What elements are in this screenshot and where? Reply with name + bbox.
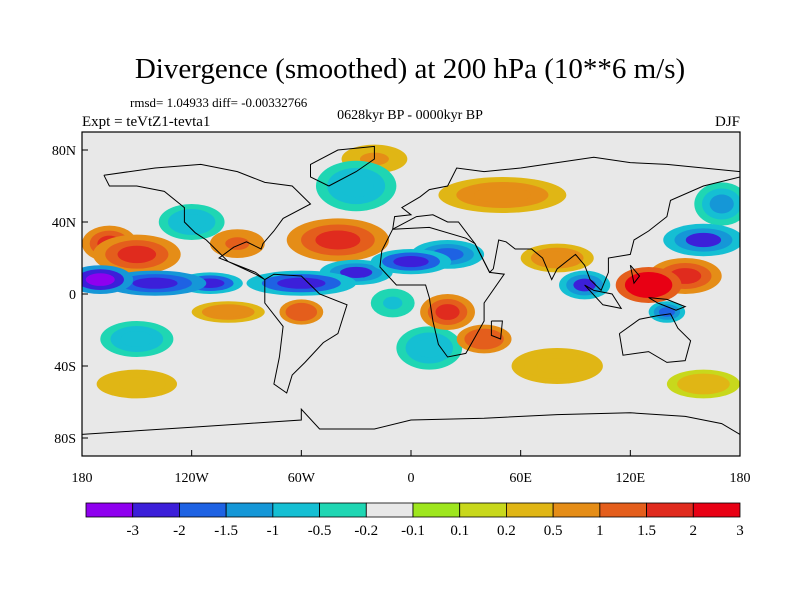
- coastline: [392, 156, 740, 292]
- field-blob: [472, 332, 497, 346]
- field-blob: [435, 304, 460, 320]
- field-blob: [177, 214, 207, 230]
- colorbar-swatch: [412, 502, 461, 518]
- field-blob: [212, 307, 245, 317]
- x-tick-label: 60E: [509, 471, 532, 486]
- colorbar-swatch: [179, 502, 227, 518]
- colorbar-swatch: [319, 502, 367, 518]
- field-blob: [85, 273, 115, 286]
- y-tick-label: 80S: [54, 432, 76, 447]
- field-blob: [340, 266, 373, 278]
- field-blob: [277, 277, 326, 289]
- x-axis: 180 120W 60W 0 60E 120E 180: [72, 450, 751, 486]
- colorbar-swatch: [132, 502, 180, 518]
- colorbar-label: 0.2: [497, 523, 516, 539]
- period-label: 0628kyr BP - 0000kyr BP: [337, 108, 483, 123]
- y-tick-label: 80N: [52, 144, 76, 159]
- colorbar-label: 0.1: [450, 523, 469, 539]
- colorbar-label: 0.5: [544, 523, 563, 539]
- colorbar-swatch: [365, 502, 414, 518]
- x-tick-label: 120E: [616, 471, 646, 486]
- field-blob: [315, 230, 361, 250]
- colorbar-label: 2: [690, 523, 698, 539]
- y-tick-label: 40S: [54, 360, 76, 375]
- colorbar-swatch: [646, 502, 694, 518]
- field-blob: [634, 277, 664, 293]
- coastline: [584, 284, 623, 310]
- field-blob: [537, 358, 578, 374]
- colorbar-label: -0.5: [308, 523, 332, 539]
- stats-label: rmsd= 1.04933 diff= -0.00332766: [130, 95, 308, 110]
- divergence-field: [82, 132, 740, 456]
- field-blob: [132, 277, 178, 289]
- field-blob: [393, 256, 429, 268]
- field-blob: [709, 194, 734, 214]
- colorbar-label: 3: [736, 523, 744, 539]
- coastline: [618, 313, 692, 363]
- x-tick-label: 60W: [288, 471, 316, 486]
- colorbar-label: -1.5: [214, 523, 238, 539]
- colorbar-swatch: [552, 502, 601, 518]
- field-blob: [685, 232, 722, 248]
- colorbar-label: -0.1: [401, 523, 425, 539]
- coastline-overlay: [82, 145, 740, 435]
- field-blob: [687, 377, 720, 391]
- coastline: [629, 264, 641, 285]
- y-axis: 80N 40N 0 40S 80S: [52, 144, 88, 447]
- coastline: [648, 297, 687, 311]
- y-tick-label: 40N: [52, 216, 76, 231]
- field-blob: [414, 338, 444, 358]
- colorbar-label: -0.2: [354, 523, 378, 539]
- x-tick-label: 180: [730, 471, 751, 486]
- coastline: [310, 145, 375, 187]
- field-blob: [338, 174, 374, 198]
- colorbar-label: 1.5: [637, 523, 656, 539]
- y-tick-label: 0: [69, 288, 76, 303]
- field-blob: [541, 251, 574, 265]
- colorbar-swatch: [692, 502, 741, 518]
- x-tick-label: 120W: [175, 471, 210, 486]
- colorbar-swatch: [506, 502, 554, 518]
- coastline: [103, 163, 312, 281]
- colorbar-label: -1: [267, 523, 280, 539]
- colorbar-label: 1: [596, 523, 604, 539]
- coastline: [264, 273, 348, 394]
- colorbar-swatch: [225, 502, 274, 518]
- field-blob: [474, 187, 531, 203]
- field-blob: [117, 245, 157, 264]
- colorbar-label: -2: [173, 523, 186, 539]
- field-blob: [119, 377, 155, 391]
- field-blob: [120, 331, 153, 347]
- experiment-label: Expt = teVtZ1-tevta1: [82, 114, 210, 130]
- chart-title: Divergence (smoothed) at 200 hPa (10**6 …: [135, 53, 685, 85]
- colorbar-label: -3: [126, 523, 139, 539]
- x-tick-label: 180: [72, 471, 93, 486]
- field-blob: [383, 296, 403, 310]
- colorbar: -3 -2 -1.5 -1 -0.5 -0.2 -0.1 0.1 0.2 0.5 1 1.5 2 3: [85, 502, 744, 539]
- colorbar-swatch: [599, 502, 647, 518]
- colorbar-swatch: [85, 502, 134, 518]
- x-tick-label: 0: [408, 471, 415, 486]
- field-blob: [225, 237, 250, 250]
- field-blob: [291, 306, 311, 318]
- coastline: [82, 407, 740, 435]
- colorbar-swatch: [459, 502, 507, 518]
- season-label: DJF: [715, 114, 740, 130]
- coastline: [490, 320, 503, 340]
- colorbar-swatch: [272, 502, 320, 518]
